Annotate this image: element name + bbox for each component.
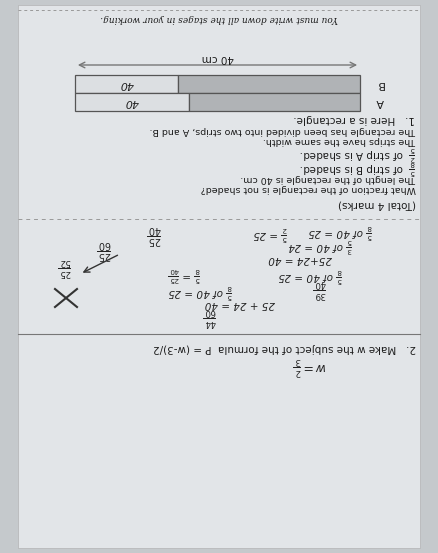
Text: $\frac{25}{40}$: $\frac{25}{40}$ [148, 222, 162, 246]
Text: 2.   Make w the subject of the formula  P = (w-3)/2: 2. Make w the subject of the formula P =… [153, 343, 416, 353]
Text: $\frac{5}{8}$ of 40 = 25: $\frac{5}{8}$ of 40 = 25 [277, 266, 343, 284]
Text: The length of the rectangle is 40 cm.: The length of the rectangle is 40 cm. [240, 174, 416, 182]
Bar [177, 75, 360, 93]
Text: 25+24 = 40: 25+24 = 40 [268, 254, 332, 264]
Text: $\frac{39}{40}$: $\frac{39}{40}$ [314, 278, 327, 300]
Text: $\frac{3}{5}$ of 40 = 24: $\frac{3}{5}$ of 40 = 24 [287, 236, 353, 254]
Text: You must write down all the stages in your working.: You must write down all the stages in yo… [100, 14, 338, 23]
Text: 40: 40 [125, 97, 139, 107]
Text: 25 + 24 = 40: 25 + 24 = 40 [205, 299, 275, 309]
Text: (Total 4 marks): (Total 4 marks) [338, 199, 416, 209]
Text: What fraction of the rectangle is not shaded?: What fraction of the rectangle is not sh… [201, 185, 416, 194]
Text: $\frac{5}{8}$  of strip B is shaded.: $\frac{5}{8}$ of strip B is shaded. [300, 158, 416, 176]
Text: $\frac{25}{60}$: $\frac{25}{60}$ [98, 237, 112, 261]
Text: The strips have the same width.: The strips have the same width. [263, 137, 416, 145]
Text: B: B [376, 79, 384, 89]
Text: 40 cm: 40 cm [201, 53, 233, 63]
Bar [189, 93, 360, 111]
Text: A: A [376, 97, 384, 107]
Text: $\frac{44}{60}$: $\frac{44}{60}$ [203, 306, 216, 328]
Text: $\frac{5}{2}$ = 25: $\frac{5}{2}$ = 25 [252, 224, 288, 242]
Bar [75, 75, 177, 93]
Text: $\frac{2}{5}$  of strip A is shaded.: $\frac{2}{5}$ of strip A is shaded. [300, 144, 416, 162]
Text: 1.   Here is a rectangle.: 1. Here is a rectangle. [293, 114, 415, 124]
Text: $w = \frac{2}{3}$: $w = \frac{2}{3}$ [293, 355, 327, 377]
Text: The rectangle has been divided into two strips, A and B.: The rectangle has been divided into two … [149, 127, 416, 135]
Text: $\frac{5}{8}$ = $\frac{25}{40}$: $\frac{5}{8}$ = $\frac{25}{40}$ [169, 265, 201, 283]
Bar [75, 93, 189, 111]
Text: 40: 40 [119, 79, 134, 89]
Text: $\frac{5}{8}$ of 40 = 25: $\frac{5}{8}$ of 40 = 25 [167, 282, 233, 300]
Text: $\frac{25}{52}$: $\frac{25}{52}$ [58, 256, 71, 278]
Text: $\frac{5}{8}$ of 40 = 25: $\frac{5}{8}$ of 40 = 25 [307, 222, 373, 240]
